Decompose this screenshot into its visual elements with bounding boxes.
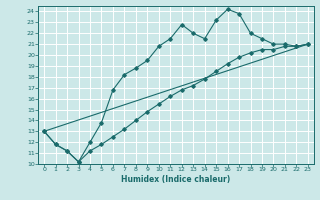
X-axis label: Humidex (Indice chaleur): Humidex (Indice chaleur) bbox=[121, 175, 231, 184]
